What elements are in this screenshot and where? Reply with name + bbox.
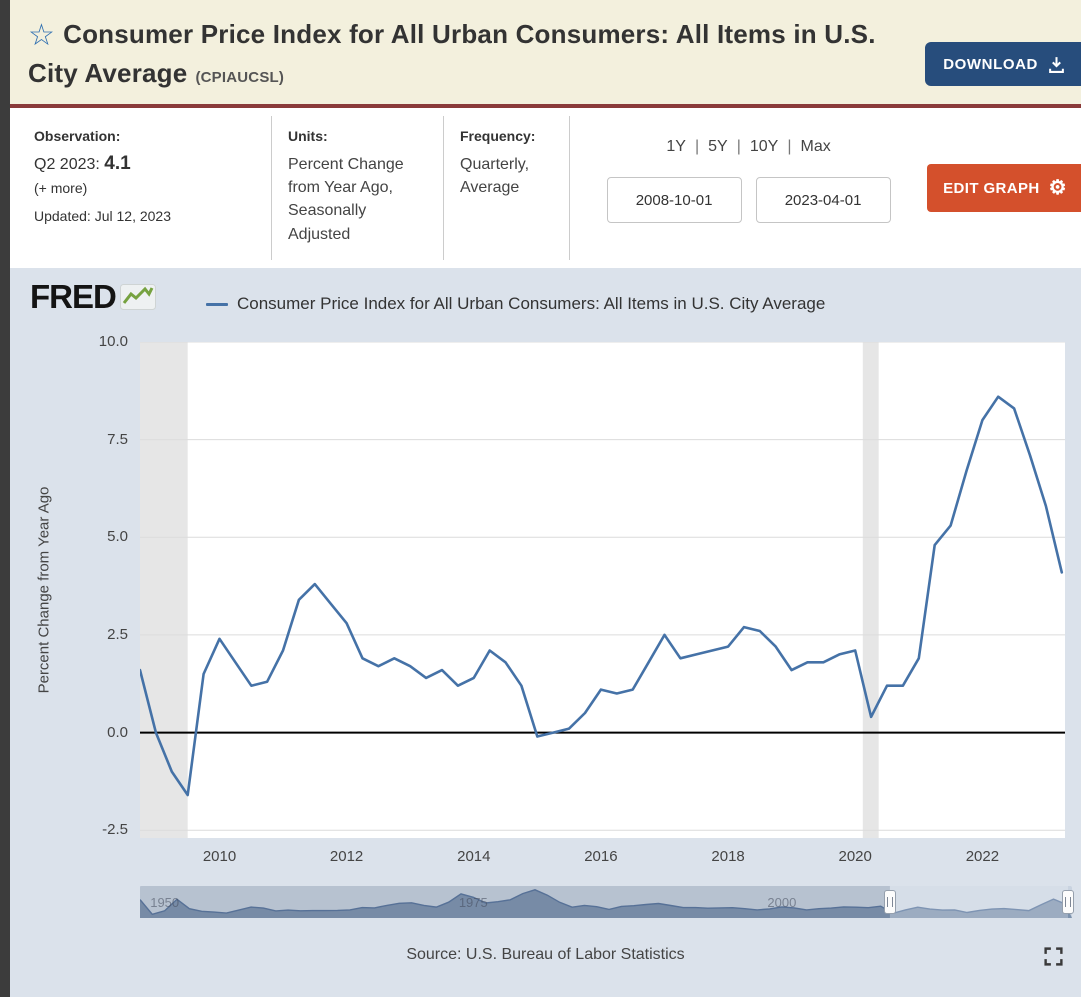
range-slider-chart — [140, 886, 1072, 918]
fred-logo[interactable]: FRED — [30, 280, 156, 313]
range-link-1y[interactable]: 1Y — [666, 138, 686, 155]
date-range-inputs — [606, 177, 891, 223]
fred-sparkline-icon — [119, 283, 156, 310]
range-slider-handle-right[interactable] — [1062, 890, 1074, 914]
series-header: ☆ Consumer Price Index for All Urban Cons… — [10, 0, 1081, 108]
legend-label: Consumer Price Index for All Urban Consu… — [237, 294, 826, 313]
y-tick-label: 10.0 — [98, 333, 128, 350]
gear-icon: ⚙ — [1048, 177, 1067, 199]
edit-graph-button[interactable]: EDIT GRAPH ⚙ — [927, 164, 1081, 212]
units-column: Units: Percent Change from Year Ago, Sea… — [272, 116, 444, 260]
fred-wordmark: FRED — [30, 278, 117, 315]
more-observations-link[interactable]: (+ more) — [34, 180, 88, 196]
download-button[interactable]: DOWNLOAD — [925, 42, 1081, 86]
x-tick-label: 2016 — [584, 848, 618, 865]
units-label: Units: — [288, 128, 328, 144]
y-tick-label: -2.5 — [102, 821, 128, 839]
observation-line: Q2 2023: 4.1 — [34, 153, 271, 175]
range-slider-handle-left[interactable] — [883, 890, 896, 914]
units-value: Percent Change from Year Ago, Seasonally… — [288, 156, 404, 243]
x-axis-ticks: 2010 2012 2014 2016 2018 2020 2022 — [140, 848, 1065, 870]
frequency-value: Quarterly, Average — [460, 156, 530, 197]
y-tick-label: 0.0 — [107, 723, 128, 741]
window-edge — [0, 0, 10, 997]
range-separator: | — [787, 138, 792, 155]
date-end-input[interactable] — [755, 177, 891, 223]
download-icon — [1048, 56, 1065, 73]
series-id: (CPIAUCSL) — [195, 68, 285, 86]
series-legend: Consumer Price Index for All Urban Consu… — [206, 294, 825, 314]
series-title-text: Consumer Price Index for All Urban Consu… — [28, 19, 876, 88]
graph-container: FRED Consumer Price Index for All Urban … — [10, 268, 1081, 997]
cpi-line-chart[interactable] — [140, 342, 1065, 838]
x-tick-label: 2012 — [329, 848, 364, 865]
legend-line-swatch — [206, 302, 228, 306]
x-tick-label: 2022 — [965, 848, 1000, 865]
handle-grip — [886, 897, 893, 907]
range-link-5y[interactable]: 5Y — [708, 138, 728, 155]
fred-series-page: ☆ Consumer Price Index for All Urban Cons… — [10, 0, 1081, 997]
range-selector-area: 1Y | 5Y | 10Y | Max — [570, 108, 927, 268]
observation-period: Q2 2023: — [34, 156, 100, 173]
observation-label: Observation: — [34, 128, 121, 144]
range-links: 1Y | 5Y | 10Y | Max — [666, 138, 830, 156]
frequency-column: Frequency: Quarterly, Average — [444, 116, 570, 260]
date-start-input[interactable] — [606, 177, 742, 223]
edit-graph-label: EDIT GRAPH — [943, 179, 1040, 197]
observation-value: 4.1 — [104, 153, 131, 174]
x-tick-label: 2014 — [457, 848, 491, 865]
fullscreen-icon — [1043, 946, 1067, 967]
page-title: ☆ Consumer Price Index for All Urban Cons… — [10, 0, 1081, 90]
y-tick-label: 7.5 — [107, 430, 128, 448]
x-tick-label: 2018 — [711, 848, 745, 865]
range-link-10y[interactable]: 10Y — [749, 138, 779, 155]
download-button-label: DOWNLOAD — [943, 55, 1038, 73]
y-axis-title: Percent Change from Year Ago — [35, 486, 53, 694]
series-meta-bar: Observation: Q2 2023: 4.1 (+ more) Updat… — [10, 108, 1081, 268]
range-slider[interactable]: 1950 1975 2000 — [140, 886, 1074, 918]
plot-area[interactable] — [140, 342, 1065, 838]
fullscreen-button[interactable] — [1043, 944, 1067, 968]
x-tick-label: 2020 — [838, 848, 872, 865]
updated-text: Updated: Jul 12, 2023 — [34, 208, 171, 224]
favorite-star-icon[interactable]: ☆ — [28, 19, 56, 52]
source-text: Source: U.S. Bureau of Labor Statistics — [406, 946, 685, 963]
frequency-label: Frequency: — [460, 128, 536, 144]
range-separator: | — [736, 138, 741, 155]
x-tick-label: 2010 — [202, 848, 237, 865]
handle-grip — [1065, 897, 1071, 907]
observation-column: Observation: Q2 2023: 4.1 (+ more) Updat… — [10, 116, 272, 260]
range-separator: | — [694, 138, 700, 155]
range-link-max[interactable]: Max — [800, 138, 831, 155]
